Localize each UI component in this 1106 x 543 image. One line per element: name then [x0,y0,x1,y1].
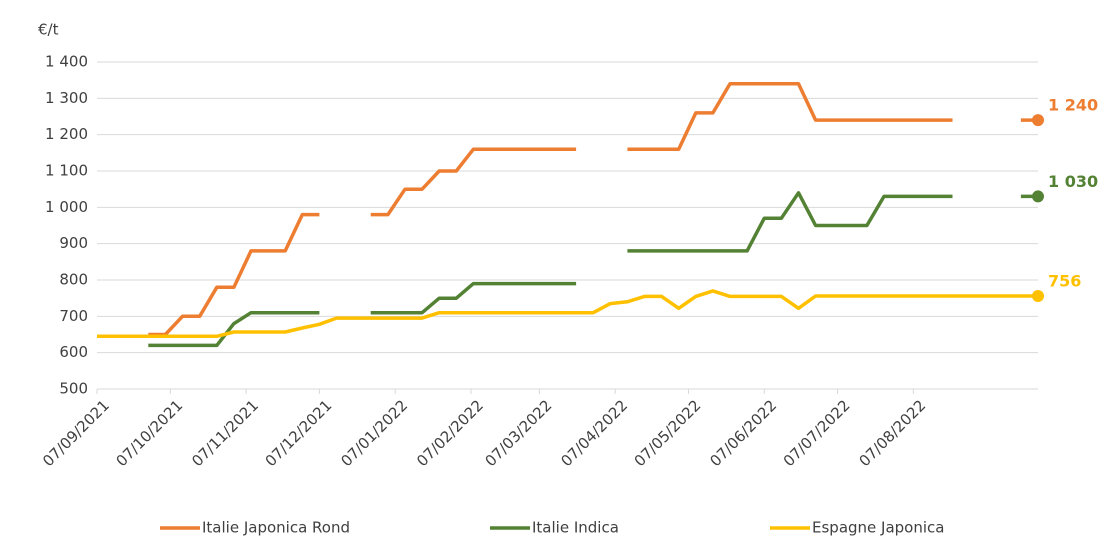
y-tick-label: 1 100 [45,162,88,180]
legend-label: Italie Japonica Rond [202,519,350,537]
y-tick-label: 500 [59,380,88,398]
legend-label: Italie Indica [532,519,619,537]
x-tick-label: 07/02/2022 [413,396,487,470]
line [97,289,1038,339]
y-tick-label: 800 [59,271,88,289]
y-tick-label: 1 400 [45,53,88,71]
value-label: 1 030 [1048,172,1098,191]
y-tick-label: 700 [59,307,88,325]
y-tick-label: 1 200 [45,125,88,143]
line [148,82,1038,337]
y-tick-label: 1 000 [45,198,88,216]
x-tick-label: 07/12/2021 [262,396,336,470]
end-marker [1032,190,1044,203]
x-tick-label: 07/04/2022 [557,396,631,470]
x-tick-label: 07/10/2021 [112,396,186,470]
value-label: 1 240 [1048,96,1098,115]
x-tick-label: 07/06/2022 [706,396,780,470]
x-tick-label: 07/11/2021 [188,396,262,470]
end-marker [1032,289,1044,302]
x-tick-label: 07/09/2021 [39,396,113,470]
value-label: 756 [1048,271,1081,290]
end-marker [1032,114,1044,127]
legend-label: Espagne Japonica [812,519,944,537]
x-tick-label: 07/03/2022 [482,396,556,470]
line [148,191,1038,348]
y-tick-label: 900 [59,234,88,252]
x-tick-label: 07/01/2022 [337,396,411,470]
x-tick-label: 07/08/2022 [855,396,929,470]
y-tick-label: 600 [59,343,88,361]
x-tick-label: 07/07/2022 [780,396,854,470]
y-axis-title: €/t [38,21,59,39]
x-tick-label: 07/05/2022 [631,396,705,470]
y-tick-label: 1 300 [45,89,88,107]
